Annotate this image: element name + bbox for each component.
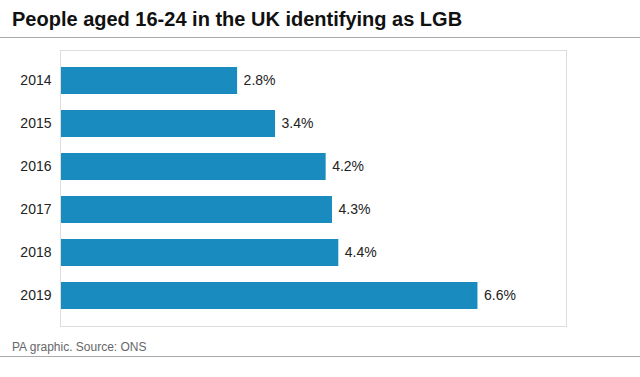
svg-text:2017: 2017 — [20, 201, 51, 217]
html-text:People aged 16-24 in the UK id: People aged 16-24 in the UK identifying … — [12, 8, 463, 30]
svg-text:2018: 2018 — [20, 244, 51, 260]
svg-text:4.3%: 4.3% — [338, 201, 370, 217]
html-text:PA graphic. Source: ONS: PA graphic. Source: ONS — [12, 340, 147, 354]
svg-text:6.6%: 6.6% — [484, 287, 516, 303]
svg-text:2.8%: 2.8% — [244, 72, 276, 88]
svg-text:2019: 2019 — [20, 287, 51, 303]
svg-text:2016: 2016 — [20, 158, 51, 174]
svg-text:2014: 2014 — [20, 72, 51, 88]
svg-text:4.2%: 4.2% — [332, 158, 364, 174]
svg-text:3.4%: 3.4% — [282, 115, 314, 131]
svg-text:4.4%: 4.4% — [345, 244, 377, 260]
svg-text:2015: 2015 — [20, 115, 51, 131]
